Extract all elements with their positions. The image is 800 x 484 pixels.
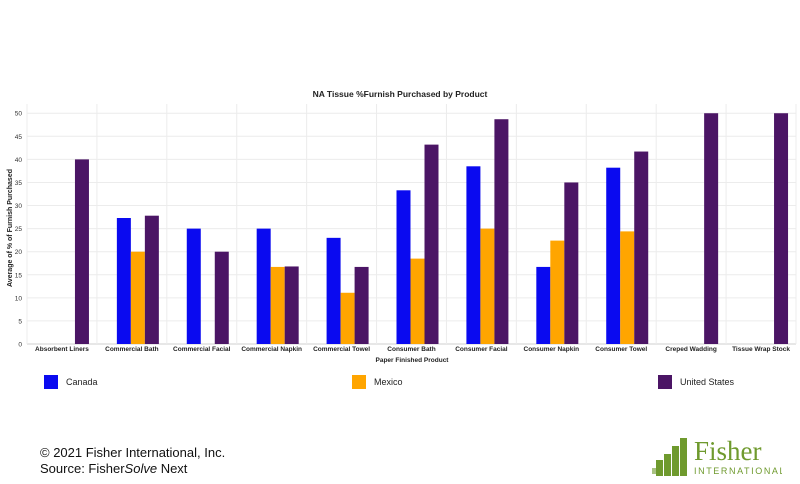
legend-swatch bbox=[44, 375, 58, 389]
y-tick-label: 50 bbox=[15, 111, 23, 118]
bar-mexico bbox=[550, 240, 565, 344]
bar-canada bbox=[396, 190, 411, 344]
y-axis-label: Average of % of Furnish Purchased bbox=[7, 169, 14, 287]
logo-name: Fisher bbox=[694, 436, 762, 466]
legend-label: United States bbox=[680, 377, 735, 387]
bar-canada bbox=[256, 228, 271, 344]
x-tick-label: Tissue Wrap Stock bbox=[732, 346, 790, 353]
y-axis-ticks: 0 5 10 15 20 25 30 35 40 45 50 bbox=[15, 111, 23, 349]
x-axis-label: Paper Finished Product bbox=[376, 357, 450, 364]
x-tick-label: Consumer Towel bbox=[595, 346, 647, 353]
legend-item-united-states: United States bbox=[658, 375, 734, 389]
y-tick-label: 20 bbox=[15, 249, 23, 256]
bars bbox=[74, 113, 789, 344]
y-tick-label: 25 bbox=[15, 226, 23, 233]
copyright-text: © 2021 Fisher International, Inc. bbox=[40, 445, 226, 460]
bar-mexico bbox=[340, 292, 355, 344]
y-tick-label: 40 bbox=[15, 157, 23, 164]
y-tick-label: 10 bbox=[15, 295, 23, 302]
source-italic: Solve bbox=[124, 461, 158, 476]
bar-united-states bbox=[74, 159, 89, 344]
bar-canada bbox=[606, 167, 621, 344]
bar-united-states bbox=[564, 182, 579, 344]
bar-canada bbox=[116, 218, 131, 344]
bar-united-states bbox=[774, 113, 789, 344]
logo-mark-icon bbox=[652, 438, 687, 476]
chart-title: NA Tissue %Furnish Purchased by Product bbox=[313, 89, 488, 99]
bar-united-states bbox=[144, 215, 159, 344]
bar-united-states bbox=[704, 113, 719, 344]
bar-mexico bbox=[270, 266, 285, 344]
legend-label: Mexico bbox=[374, 377, 403, 387]
bar-united-states bbox=[284, 266, 299, 344]
bar-united-states bbox=[214, 251, 229, 344]
legend-item-mexico: Mexico bbox=[352, 375, 403, 389]
bar-canada bbox=[536, 266, 551, 344]
x-tick-label: Consumer Facial bbox=[455, 346, 508, 353]
source-suffix: Next bbox=[157, 461, 188, 476]
bar-mexico bbox=[410, 258, 425, 344]
x-tick-label: Commercial Napkin bbox=[241, 346, 302, 353]
legend-swatch bbox=[658, 375, 672, 389]
y-tick-label: 30 bbox=[15, 203, 23, 210]
source-prefix: Source: Fisher bbox=[40, 461, 125, 476]
x-tick-label: Consumer Napkin bbox=[524, 346, 580, 353]
y-tick-label: 5 bbox=[18, 318, 22, 325]
bar-mexico bbox=[620, 231, 635, 344]
y-tick-label: 45 bbox=[15, 134, 23, 141]
x-tick-label: Commercial Bath bbox=[105, 346, 158, 353]
x-axis-ticks: Absorbent Liners Commercial Bath Commercia… bbox=[35, 346, 790, 353]
bar-united-states bbox=[634, 151, 649, 344]
fisher-logo: Fisher INTERNATIONAL bbox=[652, 436, 782, 476]
legend-label: Canada bbox=[66, 377, 98, 387]
y-tick-label: 15 bbox=[15, 272, 23, 279]
bar-canada bbox=[186, 228, 201, 344]
x-tick-label: Commercial Facial bbox=[173, 346, 231, 353]
legend-swatch bbox=[352, 375, 366, 389]
x-tick-label: Commercial Towel bbox=[313, 346, 370, 353]
bar-canada bbox=[326, 237, 341, 344]
source-text: Source: FisherSolve Next bbox=[40, 461, 187, 476]
bar-united-states bbox=[494, 119, 509, 344]
legend-item-canada: Canada bbox=[44, 375, 98, 389]
bar-united-states bbox=[424, 144, 439, 344]
x-tick-label: Creped Wadding bbox=[665, 346, 716, 353]
y-tick-label: 35 bbox=[15, 180, 23, 187]
y-tick-label: 0 bbox=[18, 342, 22, 349]
bar-canada bbox=[466, 166, 481, 344]
bar-united-states bbox=[354, 266, 369, 344]
logo-tagline: INTERNATIONAL bbox=[694, 466, 782, 476]
x-tick-label: Absorbent Liners bbox=[35, 346, 89, 353]
x-tick-label: Consumer Bath bbox=[387, 346, 435, 353]
bar-mexico bbox=[480, 228, 495, 344]
bar-mexico bbox=[130, 251, 145, 344]
